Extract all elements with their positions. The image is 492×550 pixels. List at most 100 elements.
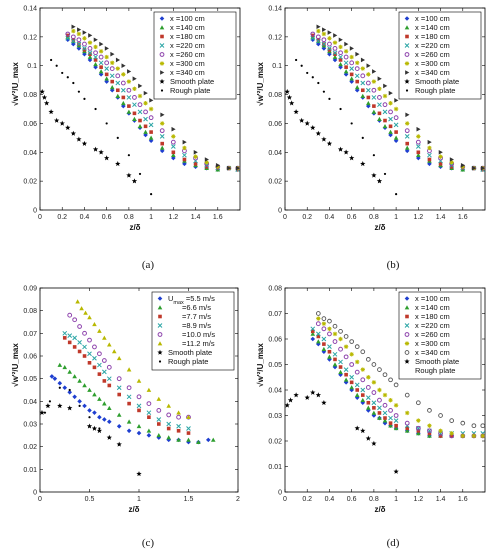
y-tick-label: 0.08 <box>268 286 282 293</box>
y-tick-label: 0.14 <box>268 6 282 13</box>
legend-marker <box>405 314 409 319</box>
y-tick-label: 0.12 <box>23 34 37 41</box>
data-point <box>349 339 355 344</box>
legend-label: x =140 cm <box>415 303 450 312</box>
data-point <box>360 93 366 98</box>
data-point <box>193 162 198 166</box>
data-point <box>393 135 399 140</box>
legend-marker <box>404 350 410 355</box>
data-point <box>39 88 45 94</box>
data-point <box>136 394 142 400</box>
data-point <box>349 155 355 161</box>
data-point <box>75 299 80 304</box>
legend-marker <box>404 43 410 48</box>
panel-c: 0 0.5 1 1.5 2 0 0.01 0.02 0.03 0.04 0.05 0.06 0.07 0.… <box>11 286 240 515</box>
data-point <box>62 336 67 340</box>
data-point <box>186 426 191 431</box>
data-point <box>289 100 295 106</box>
data-point <box>343 344 349 349</box>
x-axis-label: z/δ <box>129 223 140 232</box>
data-point <box>92 365 97 370</box>
data-point <box>147 415 151 419</box>
data-point <box>343 377 349 382</box>
data-point <box>349 374 355 380</box>
legend-marker <box>159 43 165 48</box>
x-tick-label: 1.5 <box>184 496 194 503</box>
data-point <box>460 420 466 426</box>
data-point <box>126 87 132 93</box>
data-point <box>393 413 399 418</box>
data-point <box>143 129 148 134</box>
data-point <box>284 402 290 408</box>
data-point <box>137 93 143 99</box>
data-point <box>293 392 299 398</box>
data-point <box>449 164 454 169</box>
data-point <box>415 144 421 149</box>
data-point <box>360 393 365 397</box>
legend-marker <box>404 305 410 310</box>
data-point <box>143 109 148 115</box>
data-point <box>416 431 421 436</box>
data-point <box>416 150 421 155</box>
caption-a: (a) <box>142 259 155 271</box>
data-point <box>72 374 77 379</box>
data-point <box>338 359 343 365</box>
data-point <box>377 95 382 100</box>
x-tick-label: 1.4 <box>436 496 446 503</box>
data-point <box>160 112 165 118</box>
data-point <box>116 412 122 417</box>
legend-marker <box>404 332 410 337</box>
legend-marker <box>159 61 165 66</box>
data-point <box>344 65 348 69</box>
data-point <box>338 61 343 67</box>
data-point <box>427 431 432 436</box>
data-point <box>126 79 132 84</box>
data-point <box>204 160 209 165</box>
data-point <box>97 414 102 420</box>
data-point <box>98 69 104 74</box>
data-point <box>310 31 316 37</box>
data-point <box>82 354 87 358</box>
legend-label: x =260 cm <box>170 50 205 59</box>
data-point <box>415 400 421 406</box>
legend-label: x =300 cm <box>415 339 450 348</box>
data-point <box>315 392 321 398</box>
panel-a: 0 0.2 0.4 0.6 0.8 1 1.2 1.4 1.6 0 0.02 0.04 0.06 0.08… <box>11 6 241 232</box>
data-point <box>72 317 78 323</box>
data-point <box>377 86 382 91</box>
data-point <box>360 161 366 167</box>
data-point <box>93 58 98 62</box>
legend-marker <box>404 61 410 66</box>
data-point <box>327 41 332 47</box>
data-point <box>332 323 338 329</box>
data-point <box>126 109 132 114</box>
data-point <box>82 383 87 388</box>
series-3 <box>62 330 191 431</box>
data-point <box>116 441 122 447</box>
data-point <box>117 392 121 397</box>
legend-label: x =340 cm <box>415 68 450 77</box>
data-point <box>349 54 354 60</box>
data-point <box>321 336 327 342</box>
legend-marker <box>159 16 165 21</box>
data-point <box>87 361 92 365</box>
data-point <box>65 35 71 41</box>
data-point <box>337 146 344 152</box>
data-point <box>82 48 87 52</box>
data-point <box>360 349 366 355</box>
data-point <box>427 145 432 151</box>
data-point <box>41 94 48 100</box>
data-point <box>98 427 101 430</box>
data-point <box>449 157 454 162</box>
data-point <box>327 326 332 331</box>
data-point <box>146 387 152 392</box>
data-point <box>149 130 153 134</box>
data-point <box>104 54 109 60</box>
data-point <box>104 66 110 71</box>
data-point <box>102 335 107 340</box>
data-point <box>388 398 393 403</box>
data-point <box>107 342 112 347</box>
legend-label: =10.0 m/s <box>182 330 215 339</box>
data-point <box>338 372 343 377</box>
legend-marker <box>404 52 410 57</box>
